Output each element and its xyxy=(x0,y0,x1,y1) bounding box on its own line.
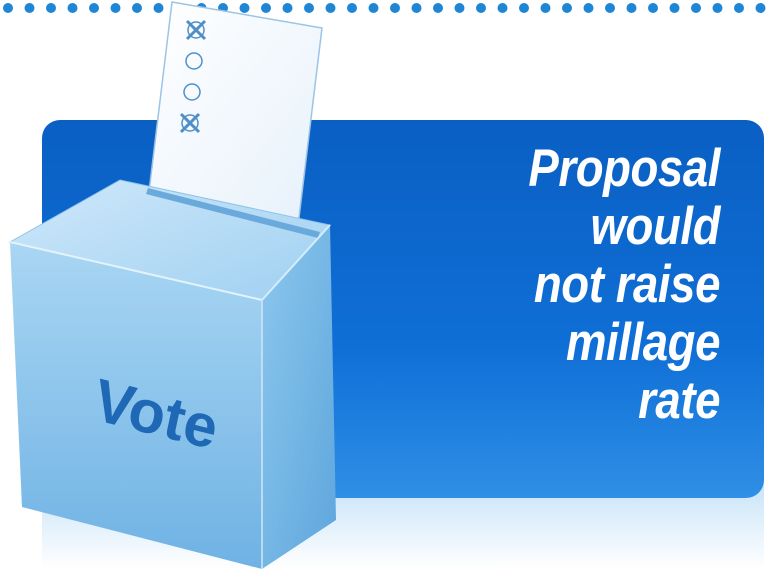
border-dot xyxy=(67,3,78,13)
headline-line-1: Proposal xyxy=(528,139,720,198)
border-dot xyxy=(712,3,723,13)
border-dot xyxy=(562,3,572,13)
border-dot xyxy=(282,3,293,13)
headline-line-2: would xyxy=(590,197,721,256)
ballot-circle xyxy=(185,52,203,70)
ballot-circle xyxy=(181,114,199,132)
border-dot xyxy=(261,3,271,13)
headline: Proposal would not raise millage rate xyxy=(445,140,720,430)
border-dot xyxy=(239,3,250,13)
border-dot xyxy=(519,3,529,13)
border-dot xyxy=(540,3,551,13)
headline-line-3: not raise xyxy=(533,255,721,314)
border-dot xyxy=(347,3,357,13)
border-dot xyxy=(605,3,615,13)
headline-line-5: rate xyxy=(638,371,720,430)
border-dot xyxy=(734,3,744,13)
border-dot xyxy=(46,3,56,13)
border-dot xyxy=(583,3,594,13)
ballot-slot xyxy=(146,188,320,238)
border-dot xyxy=(411,3,422,13)
border-dot xyxy=(3,3,13,13)
border-dot xyxy=(454,3,465,13)
border-dot xyxy=(626,3,637,13)
ballot-circle xyxy=(183,83,201,101)
border-dot xyxy=(691,3,701,13)
border-dot xyxy=(755,3,766,13)
border-dot xyxy=(497,3,508,13)
ballot-box: Vote xyxy=(8,179,336,569)
ballot-circle xyxy=(187,21,205,39)
ballot-marks xyxy=(179,19,207,134)
border-dot xyxy=(89,3,99,13)
headline-line-4: millage xyxy=(565,313,720,372)
border-dot xyxy=(390,3,400,13)
border-dot xyxy=(368,3,379,13)
border-dot xyxy=(648,3,658,13)
border-dot xyxy=(433,3,443,13)
border-dot xyxy=(24,3,35,13)
border-dot xyxy=(669,3,680,13)
border-dot xyxy=(325,3,336,13)
border-dot xyxy=(304,3,314,13)
border-dot xyxy=(476,3,486,13)
dotted-border xyxy=(3,3,766,13)
border-dot xyxy=(132,3,142,13)
border-dot xyxy=(153,3,164,13)
border-dot xyxy=(110,3,121,13)
